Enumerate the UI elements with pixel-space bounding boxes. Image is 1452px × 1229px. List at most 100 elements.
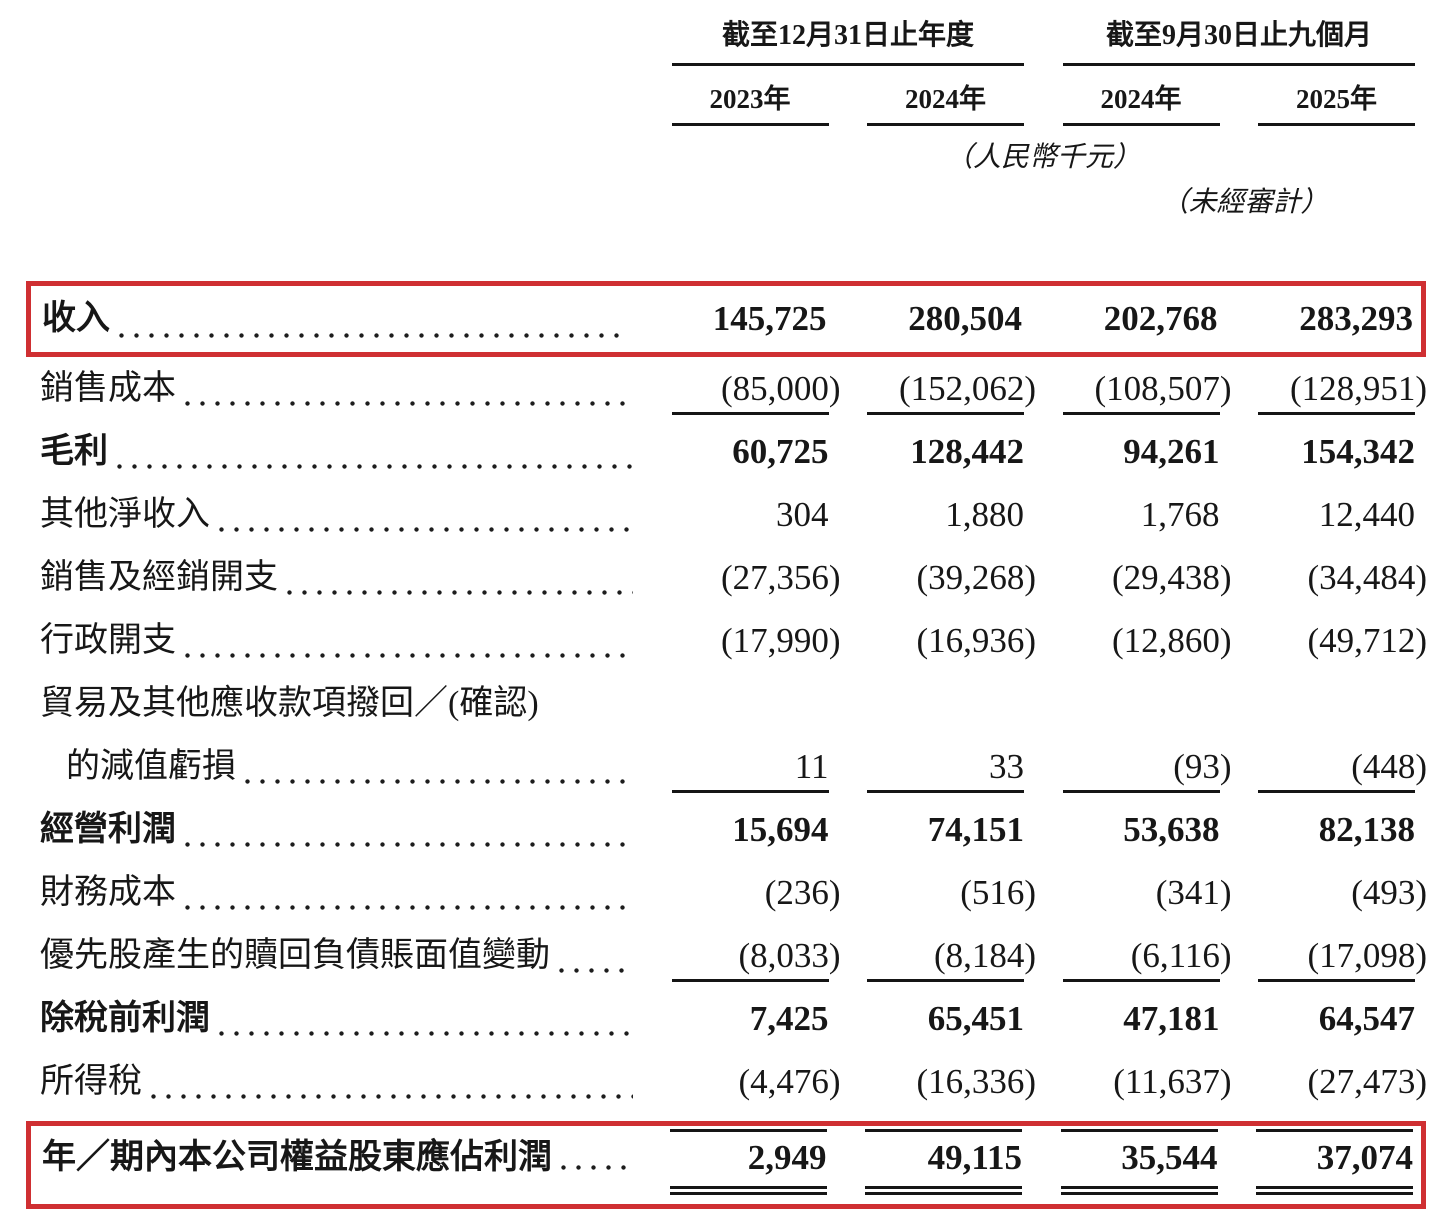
single-rule-row	[0, 790, 1452, 793]
value-cell: (493)	[1232, 861, 1427, 924]
dot-leader	[287, 589, 633, 596]
header-spacer	[40, 84, 645, 126]
dot-leader	[151, 1093, 633, 1100]
dot-leader	[185, 904, 633, 911]
cell-value: 65,451	[927, 998, 1024, 1038]
dot-leader	[245, 778, 633, 785]
cell-value: 53,638	[1123, 809, 1220, 849]
value-cell: (85,000)	[645, 357, 841, 420]
cell-value: 37,074	[1316, 1138, 1413, 1177]
cell-value: (448)	[1351, 746, 1427, 786]
cell-value: (39,268)	[916, 557, 1036, 597]
value-cell: 154,342	[1232, 420, 1428, 483]
year-header-row: 2023年 2024年 2024年 2025年	[0, 84, 1452, 126]
unaudited-note: （未經審計）	[1160, 187, 1329, 218]
row-label: 經營利潤	[40, 810, 176, 848]
value-cell: 7,425	[645, 987, 841, 1050]
value-cell: 280,504	[835, 286, 1031, 352]
value-cell: (6,116)	[1036, 924, 1232, 987]
cell-value: (17,098)	[1307, 935, 1427, 975]
total-rule	[867, 790, 1024, 793]
row-label: 毛利	[40, 432, 108, 470]
value-cell: 145,725	[639, 286, 835, 352]
year-header-2025-9m: 2025年	[1258, 84, 1415, 126]
row-label: 優先股產生的贖回負債賬面值變動	[40, 936, 550, 974]
total-rule	[865, 1129, 1022, 1132]
cell-value: 283,293	[1299, 299, 1413, 338]
table-row: 除稅前利潤 7,425 65,451 47,181 64,547	[0, 987, 1452, 1050]
row-label-cell: 銷售及經銷開支	[40, 546, 645, 609]
row-label: 除稅前利潤	[40, 999, 210, 1037]
cell-value: 2,949	[747, 1138, 827, 1177]
value-cell: (17,990)	[645, 609, 841, 672]
row-label-cell: 除稅前利潤	[40, 987, 645, 1050]
row-label: 行政開支	[40, 621, 176, 659]
year-header-2024-9m: 2024年	[1062, 84, 1220, 126]
total-rule	[1062, 790, 1220, 793]
value-cell: 283,293	[1226, 286, 1422, 352]
dot-leader	[559, 967, 633, 974]
cell-value: 60,725	[732, 431, 829, 471]
table-row: 收入 145,725 280,504 202,768 283,293	[31, 286, 1421, 352]
value-cell: 202,768	[1030, 286, 1226, 352]
value-cell: (341)	[1036, 861, 1232, 924]
value-cell: 60,725	[645, 420, 841, 483]
row-label-cell: 毛利	[40, 420, 645, 483]
cell-value: (516)	[960, 872, 1036, 912]
row-label: 的減值虧損	[66, 747, 236, 785]
total-rule	[669, 1129, 827, 1132]
total-rule	[671, 412, 829, 415]
table-row: 行政開支 (17,990) (16,936) (12,860) (49,712)	[0, 609, 1452, 672]
period-group-title-nine-months: 截至9月30日止九個月	[1063, 20, 1415, 66]
value-cell: 33	[841, 735, 1037, 798]
value-cell: 49,115	[835, 1132, 1031, 1184]
cell-value: 94,261	[1123, 431, 1220, 471]
grand-total-double-rule	[669, 1186, 827, 1195]
year-header-2023: 2023年	[671, 84, 829, 126]
year-header-2024: 2024年	[867, 84, 1024, 126]
table-row: 銷售成本 (85,000) (152,062) (108,507) (128,951)	[0, 357, 1452, 420]
value-cell: (8,184)	[841, 924, 1036, 987]
value-cell: 1,768	[1036, 483, 1232, 546]
value-cell: (448)	[1232, 735, 1427, 798]
cell-value: 74,151	[927, 809, 1024, 849]
dot-leader	[185, 652, 633, 659]
row-label: 年／期內本公司權益股東應佔利潤	[42, 1139, 552, 1176]
table-row: 銷售及經銷開支 (27,356) (39,268) (29,438) (34,484)	[0, 546, 1452, 609]
table-row-continued-label: 貿易及其他應收款項撥回／(確認)	[0, 672, 1452, 735]
row-label: 銷售成本	[40, 369, 176, 407]
unaudited-note-row: （未經審計）	[0, 187, 1452, 219]
dot-leader	[219, 1030, 633, 1037]
cell-value: (341)	[1155, 872, 1232, 912]
period-group-header-row: 截至12月31日止年度 截至9月30日止九個月	[0, 20, 1452, 66]
row-label-cell: 所得稅	[40, 1050, 645, 1113]
single-rule-row	[31, 1129, 1421, 1132]
row-label-cell: 行政開支	[40, 609, 645, 672]
cell-value: (34,484)	[1307, 557, 1427, 597]
value-cell: (108,507)	[1036, 357, 1231, 420]
currency-unit-note: （人民幣千元）	[944, 142, 1141, 173]
value-cell: (34,484)	[1232, 546, 1427, 609]
value-cell: (39,268)	[841, 546, 1036, 609]
cell-value: (27,473)	[1307, 1061, 1427, 1101]
total-rule	[1062, 979, 1220, 982]
table-row: 所得稅 (4,476) (16,336) (11,637) (27,473)	[0, 1050, 1452, 1113]
total-rule	[1256, 1129, 1413, 1132]
value-cell: (27,473)	[1232, 1050, 1427, 1113]
value-cell: (27,356)	[645, 546, 841, 609]
total-rule	[671, 979, 829, 982]
total-rule	[1062, 412, 1220, 415]
value-cell: 65,451	[841, 987, 1037, 1050]
cell-value: 11	[794, 746, 829, 786]
value-cell: 15,694	[645, 798, 841, 861]
value-cell: (4,476)	[645, 1050, 840, 1113]
value-cell: 47,181	[1036, 987, 1232, 1050]
header-spacer	[40, 20, 645, 66]
cell-value: 154,342	[1301, 431, 1415, 471]
cell-value: (11,637)	[1113, 1061, 1232, 1101]
cell-value: 1,880	[945, 494, 1024, 534]
table-row: 毛利 60,725 128,442 94,261 154,342	[0, 420, 1452, 483]
dot-leader	[119, 332, 627, 339]
grand-total-double-rule	[1256, 1186, 1413, 1195]
total-rule	[1258, 412, 1415, 415]
